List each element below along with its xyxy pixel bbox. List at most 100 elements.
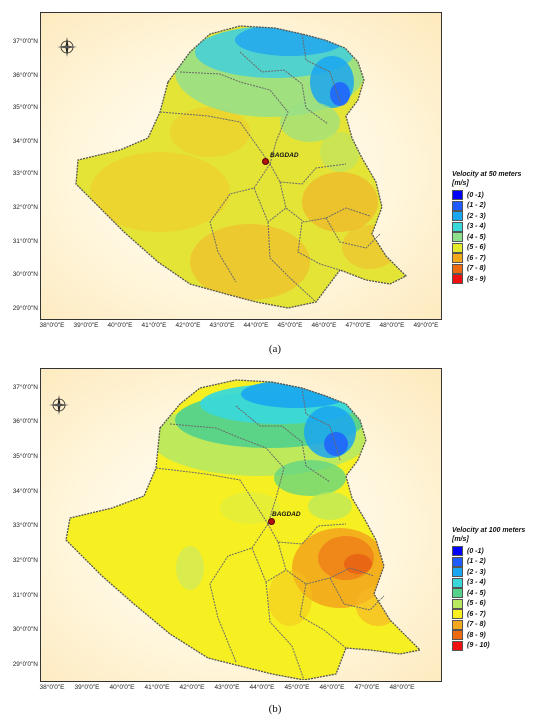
province-boundaries [65,379,422,680]
legend-label: (2 - 3) [467,212,486,220]
lon-label: 44°0'0"E [243,322,269,329]
legend-item: (0 -1) [452,190,550,201]
lon-label: 40°0'0"E [109,684,135,691]
map-panel-b: 37°0'0"N 36°0'0"N 35°0'0"N 34°0'0"N 33°0… [0,360,550,721]
lon-label: 40°0'0"E [107,322,133,329]
lon-label: 39°0'0"E [73,322,99,329]
north-arrow-icon [57,37,77,57]
legend-item: (8 - 9) [452,274,550,285]
legend-item: (8 - 9) [452,630,550,641]
legend-swatch [452,232,463,243]
lon-label: 49°0'0"E [413,322,439,329]
legend-item: (6 - 7) [452,609,550,620]
legend-label: (5 - 6) [467,600,486,608]
legend-label: (6 - 7) [467,254,486,262]
legend-swatch [452,567,463,578]
map-panel-a: 37°0'0"N 36°0'0"N 35°0'0"N 34°0'0"N 33°0… [0,0,550,360]
legend: Velocity at 50 meters [m/s] (0 -1) (1 - 2… [452,170,550,285]
lat-label: 35°0'0"N [12,104,38,111]
legend-item: (9 - 10) [452,640,550,652]
legend-item: (3 - 4) [452,221,550,233]
lat-label: 33°0'0"N [12,522,38,529]
legend-unit: [m/s] [452,536,469,543]
legend-item: (5 - 6) [452,242,550,254]
lat-label: 32°0'0"N [12,557,38,564]
province-boundaries [75,25,408,309]
legend-label: (1 - 2) [467,558,486,566]
lat-label: 32°0'0"N [12,204,38,211]
legend-label: (9 - 10) [467,642,490,650]
city-label-baghdad: BAGDAD [270,152,299,159]
iraq-wind-map [65,379,422,680]
legend-swatch [452,190,463,201]
lat-label: 35°0'0"N [12,453,38,460]
legend-item: (7 - 8) [452,619,550,631]
baghdad-marker-icon [262,158,269,165]
legend-label: (3 - 4) [467,579,486,587]
lon-label: 43°0'0"E [209,322,235,329]
legend-item: (3 - 4) [452,577,550,589]
legend-swatch [452,609,463,620]
lon-label: 44°0'0"E [249,684,275,691]
legend-item: (6 - 7) [452,253,550,264]
lon-label: 38°0'0"E [39,684,65,691]
legend-swatch [452,640,463,651]
legend-label: (8 - 9) [467,275,486,283]
iraq-wind-map [75,25,408,309]
legend-swatch [452,630,463,641]
lon-label: 48°0'0"E [379,322,405,329]
legend-swatch [452,221,463,232]
lon-label: 45°0'0"E [277,322,303,329]
legend-item: (2 - 3) [452,211,550,222]
lon-label: 42°0'0"E [175,322,201,329]
legend-swatch [452,619,463,630]
lat-label: 30°0'0"N [12,626,38,633]
legend-swatch [452,242,463,253]
legend-label: (8 - 9) [467,631,486,639]
legend-title: Velocity at 50 meters [452,171,522,178]
lat-label: 31°0'0"N [12,238,38,245]
lon-label: 47°0'0"E [345,322,371,329]
legend-swatch [452,577,463,588]
legend-label: (0 -1) [467,547,484,555]
legend-swatch [452,211,463,222]
lon-label: 41°0'0"E [141,322,167,329]
lat-label: 29°0'0"N [12,661,38,668]
lat-label: 36°0'0"N [12,72,38,79]
legend-item: (4 - 5) [452,588,550,599]
lat-label: 31°0'0"N [12,592,38,599]
legend: Velocity at 100 meters [m/s] (0 -1) (1 - … [452,526,550,651]
legend-items: (0 -1) (1 - 2) (2 - 3) (3 - 4) (4 - 5) (5 - 6… [452,546,550,651]
lon-label: 46°0'0"E [311,322,337,329]
legend-label: (0 -1) [467,191,484,199]
baghdad-marker-icon [268,518,275,525]
lat-label: 30°0'0"N [12,271,38,278]
lat-label: 34°0'0"N [12,138,38,145]
lat-label: 34°0'0"N [12,488,38,495]
legend-item: (1 - 2) [452,556,550,568]
lon-label: 43°0'0"E [214,684,240,691]
legend-item: (0 -1) [452,546,550,557]
lon-label: 38°0'0"E [39,322,65,329]
legend-title: Velocity at 100 meters [452,527,526,534]
lat-label: 36°0'0"N [12,418,38,425]
legend-swatch [452,546,463,557]
legend-label: (4 - 5) [467,233,486,241]
legend-label: (7 - 8) [467,621,486,629]
lat-label: 29°0'0"N [12,305,38,312]
lon-label: 48°0'0"E [389,684,415,691]
legend-swatch [452,588,463,599]
city-label-baghdad: BAGDAD [272,511,301,518]
legend-swatch [452,274,463,285]
legend-swatch [452,253,463,264]
lon-label: 47°0'0"E [354,684,380,691]
lat-label: 37°0'0"N [12,384,38,391]
legend-item: (7 - 8) [452,263,550,275]
legend-label: (5 - 6) [467,244,486,252]
lon-label: 42°0'0"E [179,684,205,691]
legend-label: (1 - 2) [467,202,486,210]
lon-label: 45°0'0"E [284,684,310,691]
lon-label: 41°0'0"E [144,684,170,691]
legend-item: (5 - 6) [452,598,550,610]
lon-label: 39°0'0"E [74,684,100,691]
